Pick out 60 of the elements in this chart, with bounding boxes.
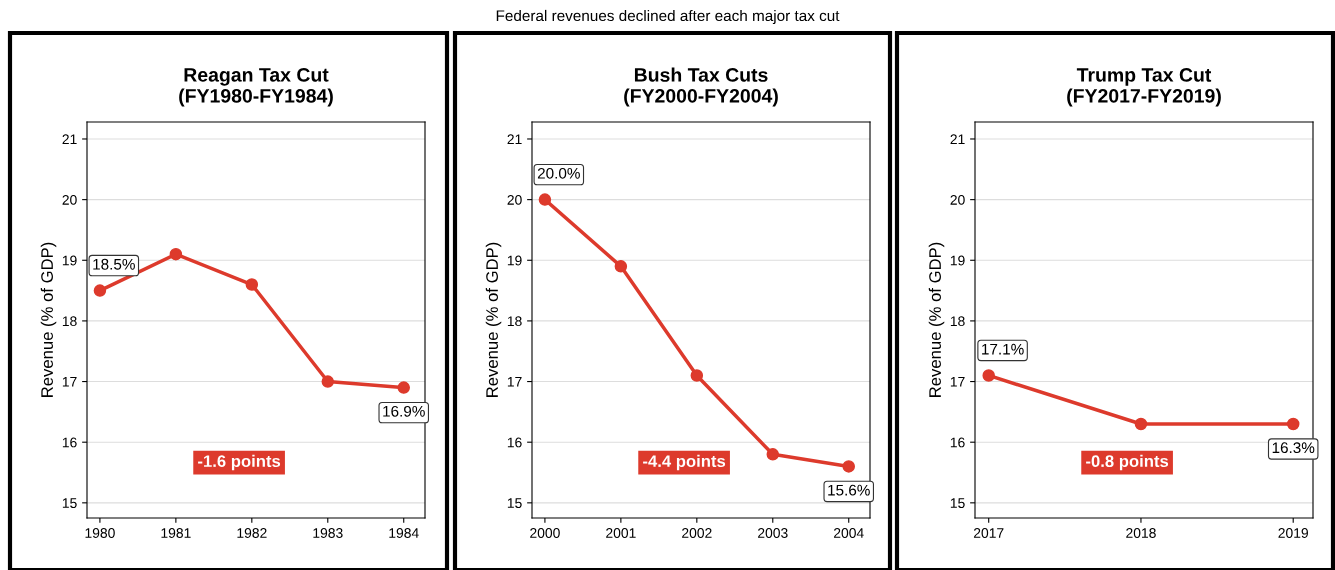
x-tick-label: 2019	[1278, 528, 1308, 538]
y-axis-title: Revenue (% of GDP)	[928, 242, 945, 397]
point	[321, 375, 335, 388]
x-tick-label: 2000	[530, 528, 560, 538]
y-tick-label: 19	[62, 255, 77, 266]
point	[766, 448, 780, 461]
y-tick-label: 16	[507, 437, 522, 448]
y-tick-label: 21	[507, 134, 522, 145]
x-tick-label: 1984	[389, 528, 419, 538]
y-tick-label: 15	[507, 498, 522, 509]
y-tick-label: 17	[950, 377, 965, 387]
y-tick-label: 16	[950, 437, 965, 448]
y-tick-label: 18	[62, 316, 77, 327]
point	[690, 369, 704, 382]
y-tick-label: 18	[950, 316, 965, 327]
x-tick-label: 1980	[85, 528, 115, 538]
x-tick-label: 1983	[313, 528, 343, 538]
x-tick-label: 2003	[758, 528, 788, 538]
y-tick-label: 15	[950, 498, 965, 509]
x-tick-label: 2002	[682, 528, 712, 538]
y-tick-label: 19	[950, 255, 965, 266]
data-label: 15.6%	[828, 484, 870, 496]
y-tick-label: 16	[62, 437, 77, 448]
point	[93, 284, 107, 297]
y-tick-label: 20	[507, 194, 522, 205]
x-tick-label: 2004	[833, 528, 864, 538]
point	[245, 278, 259, 291]
y-tick-label: 17	[62, 377, 77, 387]
y-tick-label: 20	[62, 194, 77, 205]
y-tick-label: 20	[950, 194, 965, 205]
y-tick-label: 21	[950, 134, 965, 145]
y-axis-title: Revenue (% of GDP)	[40, 242, 57, 397]
point	[538, 193, 552, 206]
point	[842, 460, 855, 473]
x-tick-label: 1981	[161, 528, 191, 538]
x-tick-label: 1982	[237, 528, 267, 538]
x-tick-label: 2001	[606, 528, 636, 538]
y-tick-label: 15	[62, 498, 77, 509]
y-tick-label: 21	[62, 134, 77, 145]
chart-title: Bush Tax Cuts (FY2000-FY2004)	[624, 67, 778, 107]
text: Federal revenues declined after each major tax cut	[496, 9, 840, 25]
point	[169, 247, 183, 261]
chart-title: Trump Tax Cut (FY2017-FY2019)	[1067, 68, 1221, 107]
annotation: -0.8 points	[1086, 454, 1169, 471]
data-label: 16.3%	[1272, 442, 1315, 454]
data-label: 16.9%	[383, 405, 425, 417]
data-label: 18.5%	[93, 258, 135, 270]
y-tick-label: 18	[507, 316, 522, 327]
point	[397, 381, 410, 394]
annotation: -4.4 points	[643, 454, 726, 471]
data-label: 20.0%	[537, 167, 580, 179]
y-tick-label: 17	[507, 377, 522, 387]
x-tick-label: 2018	[1126, 528, 1156, 538]
chart-title: Reagan Tax Cut (FY1980-FY1984)	[179, 67, 333, 107]
annotation: -1.6 points	[198, 454, 281, 471]
data-label: 17.1%	[982, 343, 1024, 355]
y-axis-title: Revenue (% of GDP)	[485, 242, 502, 397]
x-tick-label: 2017	[973, 528, 1004, 538]
y-tick-label: 19	[507, 255, 522, 266]
point	[614, 260, 628, 273]
